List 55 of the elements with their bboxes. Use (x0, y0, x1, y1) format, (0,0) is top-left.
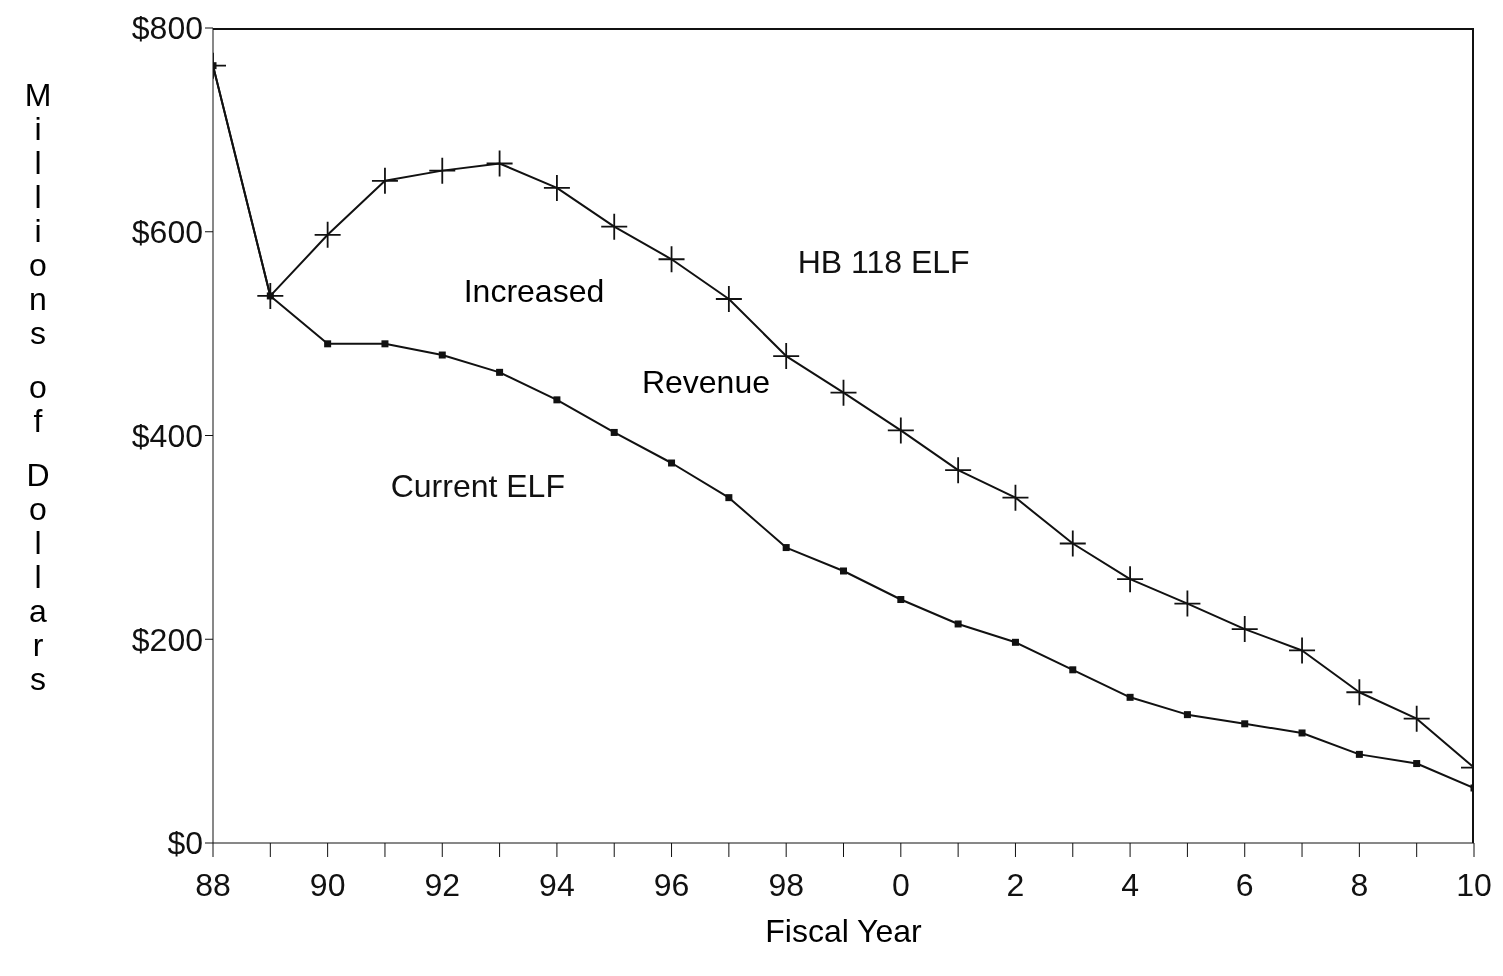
point (782, 544, 790, 552)
point (1183, 711, 1191, 719)
point (668, 459, 676, 467)
point (1403, 705, 1430, 732)
point (1069, 666, 1077, 674)
series-label: HB 118 ELF (797, 244, 970, 282)
x-tick-label: 0 (891, 866, 910, 903)
text: Millions of Dollars (24, 77, 52, 697)
point (553, 396, 561, 404)
point (954, 620, 962, 628)
x-tick-label: 98 (768, 866, 804, 903)
x-tick-label: 10 (1456, 866, 1492, 903)
point (725, 494, 733, 502)
point (601, 213, 628, 240)
point (610, 428, 618, 436)
point (438, 351, 446, 359)
point (1126, 693, 1134, 701)
y-tick-label: $0 (167, 825, 203, 862)
x-tick-label: 88 (195, 866, 231, 903)
y-tick-label: $800 (131, 10, 203, 47)
x-tick-label: 90 (309, 866, 346, 903)
y-tick-label: $400 (131, 417, 203, 454)
point (543, 174, 570, 201)
point (324, 340, 332, 348)
point (496, 368, 504, 376)
point (429, 157, 456, 184)
point (1298, 729, 1306, 737)
x-tick-label: 92 (424, 866, 461, 903)
series-label: Current ELF (390, 468, 565, 506)
x-axis-title: Fiscal Year (764, 913, 923, 950)
point (1241, 720, 1249, 728)
y-tick-label: $200 (131, 621, 203, 658)
point (897, 596, 905, 604)
annotation: Revenue (641, 364, 770, 402)
point (1355, 750, 1363, 758)
point (1413, 760, 1421, 768)
point (1346, 679, 1373, 706)
point (715, 285, 742, 312)
point (945, 457, 972, 484)
point (381, 340, 389, 348)
x-tick-label: 4 (1121, 866, 1139, 903)
point (314, 221, 341, 248)
point (371, 167, 398, 194)
point (1231, 616, 1258, 643)
y-tick-label: $600 (131, 214, 203, 251)
x-tick-label: 2 (1006, 866, 1025, 903)
point (840, 567, 847, 575)
x-tick-label: 96 (653, 866, 690, 903)
point (773, 343, 800, 370)
x-tick-label: 6 (1235, 866, 1254, 903)
x-tick-label: 8 (1350, 866, 1369, 903)
annotation: Increased (463, 272, 605, 310)
point (1117, 566, 1144, 593)
point (1011, 638, 1019, 646)
x-tick-label: 94 (539, 866, 575, 903)
